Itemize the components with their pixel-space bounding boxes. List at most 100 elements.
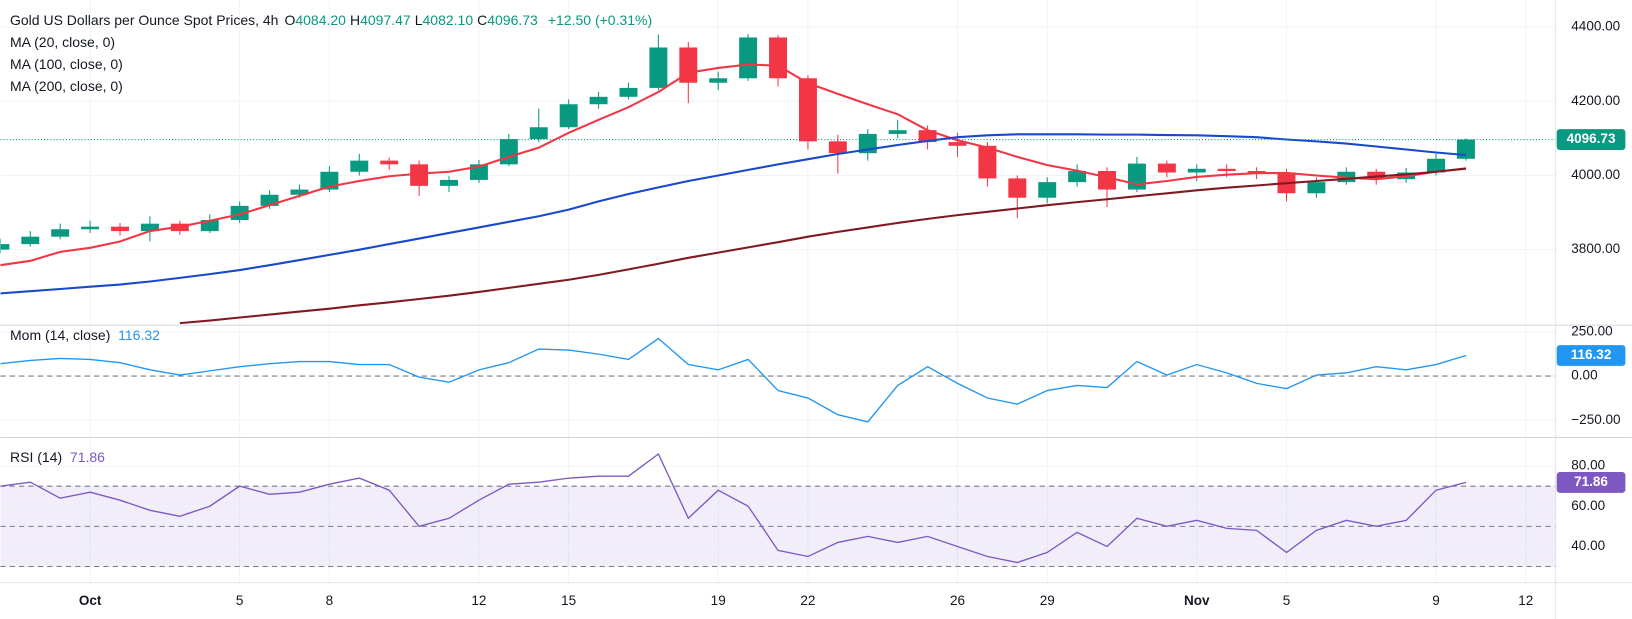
title-row: Gold US Dollars per Ounce Spot Prices, 4… [10, 9, 658, 31]
x-tick-label: 12 [1518, 593, 1533, 608]
last-value-badge [1556, 472, 1626, 493]
ohlc-value: 4097.47 [360, 12, 411, 28]
x-tick-label: 5 [236, 593, 244, 608]
candle-body [559, 104, 578, 128]
candle-body [81, 226, 100, 230]
candle-body [828, 141, 847, 154]
y-tick-label: 3800.00 [1571, 241, 1620, 256]
series-line [179, 167, 1467, 325]
y-tick-label: 40.00 [1571, 538, 1605, 553]
candle-body [230, 205, 249, 220]
x-tick-label: 12 [471, 593, 486, 608]
candle-body [290, 189, 309, 195]
pane [0, 26, 1556, 325]
candle-body [1456, 139, 1475, 159]
candle-body [440, 179, 458, 186]
y-tick-label: 4000.00 [1571, 167, 1620, 182]
ma-legend: MA (20, close, 0) MA (100, close, 0) MA (2… [10, 31, 658, 97]
ohlc-value: 4084.20 [295, 12, 346, 28]
candle-body [499, 139, 518, 165]
candle-body [619, 87, 638, 97]
x-tick-label: 29 [1040, 593, 1055, 608]
legend-name: RSI (14) [10, 449, 63, 465]
series-line [0, 133, 1467, 295]
candle-body [21, 236, 40, 245]
ohlc-value: 4082.10 [422, 12, 474, 28]
series-line [0, 337, 1467, 423]
candle-body [51, 229, 70, 237]
ohlc-item: C4096.73 [477, 12, 538, 28]
ohlc-item: H4097.47 [350, 12, 411, 28]
candle-body [1217, 168, 1236, 172]
candle-body [739, 37, 758, 79]
x-tick-label: 8 [326, 593, 334, 608]
candle-body [140, 223, 159, 232]
candle-body [529, 127, 548, 140]
mom-legend: Mom (14, close) 116.32 [10, 324, 160, 346]
candle-body [380, 160, 399, 165]
pane [0, 452, 1556, 568]
ohlc: O4084.20 H4097.47 L4082.10 C4096.73 [284, 12, 541, 28]
candle-body [0, 244, 10, 250]
y-tick-label: 4200.00 [1571, 93, 1620, 108]
y-tick-label: 60.00 [1571, 498, 1605, 513]
candle-body [1008, 178, 1027, 198]
last-value-badge [1556, 129, 1626, 150]
candle-body [888, 130, 907, 134]
legend-value: 116.32 [118, 327, 160, 343]
change: +12.50 (+0.31%) [547, 12, 653, 28]
legend-entry: MA (200, close, 0) [10, 78, 123, 94]
legend-entry: MA (100, close, 0) [10, 56, 123, 72]
candle-body [1098, 171, 1117, 190]
x-tick-label: Oct [79, 593, 102, 608]
candle-body [1247, 171, 1266, 173]
ohlc-label: L [414, 12, 423, 28]
candle-body [589, 96, 608, 105]
candle-body [709, 78, 728, 83]
candle-body [1038, 182, 1057, 198]
candle-body [798, 78, 817, 142]
candle-body [769, 37, 788, 79]
ohlc-value: 4096.73 [487, 12, 538, 28]
candle-body [649, 47, 668, 88]
x-tick-label: 15 [561, 593, 576, 608]
candle-body [1367, 171, 1386, 180]
rsi-legend: RSI (14) 71.86 [10, 446, 105, 468]
x-tick-label: 5 [1283, 593, 1291, 608]
candle-body [1307, 182, 1326, 194]
last-value-label: 4096.73 [1567, 131, 1616, 146]
candle-body [1187, 168, 1206, 173]
legend-entry: MA (20, close, 0) [10, 34, 116, 50]
header: Gold US Dollars per Ounce Spot Prices, 4… [10, 9, 658, 97]
pane [0, 331, 1556, 423]
last-value-label: 71.86 [1574, 474, 1608, 489]
candle-body [260, 194, 279, 206]
candle-body [111, 226, 129, 232]
series-line [0, 63, 1467, 267]
ohlc-label: H [349, 12, 361, 28]
candle-body [948, 142, 967, 146]
candle-body [350, 160, 369, 172]
title: Gold US Dollars per Ounce Spot Prices, 4… [10, 12, 279, 28]
x-tick-label: Nov [1184, 593, 1210, 608]
ohlc-item: L4082.10 [415, 12, 473, 28]
x-tick-label: 9 [1432, 593, 1440, 608]
candle-body [1068, 171, 1087, 183]
candle-body [1427, 158, 1446, 173]
ohlc-label: C [477, 12, 488, 28]
candle-body [410, 164, 429, 186]
candle-body [1157, 163, 1176, 173]
candle-body [1127, 163, 1146, 190]
legend-name: Mom (14, close) [10, 327, 111, 343]
legend-value: 71.86 [69, 449, 105, 465]
y-tick-label: −250.00 [1571, 412, 1620, 427]
y-tick-label: 0.00 [1571, 368, 1597, 383]
series-line [0, 452, 1467, 564]
x-tick-label: 19 [711, 593, 726, 608]
y-tick-label: 4400.00 [1571, 19, 1620, 34]
y-tick-label: 250.00 [1571, 323, 1612, 338]
candle-body [918, 130, 937, 143]
y-tick-label: 80.00 [1571, 458, 1605, 473]
